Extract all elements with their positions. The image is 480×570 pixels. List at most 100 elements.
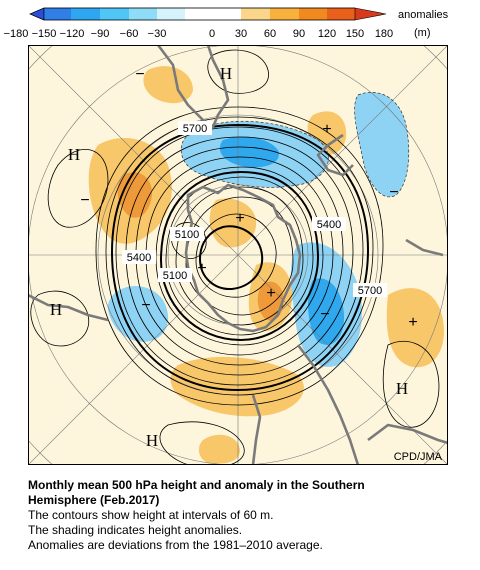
- colorbar-segment-8: [241, 8, 270, 20]
- height-contour: [105, 116, 374, 396]
- australia-coastline-2: [367, 423, 448, 445]
- high-center-label: H: [396, 379, 408, 398]
- colorbar-tick: 60: [264, 28, 276, 40]
- high-center-label: H: [146, 431, 158, 450]
- caption-contour-note: The contours show height at intervals of…: [28, 508, 274, 522]
- contour-label: 5100: [175, 229, 199, 241]
- caption-baseline-note: Anomalies are deviations from the 1981–2…: [28, 538, 323, 552]
- contour-label: 5700: [183, 123, 207, 135]
- contour-label: 5700: [358, 285, 382, 297]
- colorbar-segment-10: [299, 8, 327, 20]
- colorbar-segment-7: [185, 8, 241, 20]
- colorbar-tick: 30: [235, 28, 247, 40]
- height-contour: [145, 156, 334, 356]
- negative-anomaly-sign: −: [80, 192, 89, 209]
- strong-positive-anomaly-shading: [117, 172, 284, 321]
- contour-labels: 5700 5400 5100 5400 5100 5400 5700: [122, 121, 387, 297]
- height-contour: [125, 136, 354, 376]
- colorbar-tick: 90: [293, 28, 305, 40]
- positive-anomaly-area: [209, 198, 257, 248]
- anomaly-outline: [180, 121, 329, 188]
- positive-anomaly-sign: +: [322, 121, 331, 138]
- colorbar-tick: 150: [346, 28, 364, 40]
- colorbar-unit: (m): [414, 27, 431, 39]
- positive-anomaly-sign: +: [266, 285, 275, 302]
- height-contour-5100: [198, 225, 264, 291]
- height-contour: [135, 146, 344, 366]
- height-contour: [95, 106, 384, 406]
- height-contour-5400: [159, 170, 320, 342]
- colorbar-tick: −90: [91, 28, 110, 40]
- height-contour: [207, 49, 269, 94]
- contour-label: 5400: [127, 252, 151, 264]
- colorbar-segment-4: [100, 8, 129, 20]
- height-contour: [159, 421, 245, 465]
- colorbar-segment-9: [270, 8, 299, 20]
- anomaly-colorbar: −180 −150 −120 −90 −60 −30 0 30 60 90 12…: [4, 7, 449, 40]
- colorbar-tick: 120: [318, 28, 336, 40]
- figure-caption: Monthly mean 500 hPa height and anomaly …: [28, 478, 468, 553]
- contour-label: 5400: [317, 219, 341, 231]
- negative-anomaly-sign: −: [389, 184, 398, 201]
- island-coastline: [405, 238, 444, 257]
- height-contour: [30, 290, 90, 347]
- negative-anomaly-sign: −: [135, 66, 144, 83]
- colorbar-tick: −180: [4, 28, 29, 40]
- height-contour: [165, 176, 314, 336]
- new-zealand-coastline: [251, 394, 262, 465]
- colorbar-segment-5: [129, 8, 157, 20]
- high-center-label: H: [68, 145, 80, 164]
- colorbar-segments: [29, 7, 387, 21]
- colorbar-segment-1: [29, 7, 45, 21]
- colorbar-segment-2: [44, 8, 71, 20]
- colorbar-tick: 180: [375, 28, 393, 40]
- height-contour: [382, 340, 440, 428]
- positive-anomaly-sign: +: [235, 210, 244, 227]
- colorbar-segment-6: [157, 8, 185, 20]
- colorbar-tick: −120: [60, 28, 85, 40]
- map-credit: CPD/JMA: [394, 451, 443, 463]
- caption-shading-note: The shading indicates height anomalies.: [28, 523, 243, 537]
- height-contour: [155, 166, 324, 346]
- colorbar-unit-label: anomalies: [398, 9, 449, 21]
- height-contour: [175, 186, 304, 326]
- colorbar-segment-11: [327, 8, 355, 20]
- antarctica-coastline: [184, 183, 302, 333]
- high-pressure-labels: H H H H H: [50, 64, 408, 450]
- colorbar-tick-labels: −180 −150 −120 −90 −60 −30 0 30 60 90 12…: [4, 28, 394, 40]
- height-contour: [115, 126, 364, 386]
- high-center-label: H: [220, 64, 232, 83]
- colorbar-segment-3: [71, 8, 100, 20]
- anomaly-outlines: [180, 91, 410, 198]
- colorbar-tick: −30: [148, 28, 167, 40]
- antarctic-peninsula-coastline: [28, 293, 109, 322]
- height-contour: [195, 213, 277, 298]
- caption-title-line-2: Hemisphere (Feb.2017): [28, 493, 160, 507]
- negative-anomaly-sign: −: [141, 297, 150, 314]
- australia-coastline: [296, 344, 360, 465]
- anomaly-signs: + + + + + − − − − −: [80, 66, 417, 331]
- south-america-coastline: [156, 45, 230, 129]
- colorbar-segment-12: [355, 8, 386, 20]
- colorbar-tick: −150: [32, 28, 57, 40]
- colorbar-tick: 0: [209, 28, 215, 40]
- negative-anomaly-area: [354, 92, 409, 197]
- positive-anomaly-sign: +: [197, 260, 206, 277]
- positive-anomaly-area: [386, 288, 444, 368]
- positive-anomaly-area: [198, 434, 240, 464]
- negative-anomaly-sign: −: [320, 306, 329, 323]
- positive-anomaly-sign: +: [408, 314, 417, 331]
- caption-title-line-1: Monthly mean 500 hPa height and anomaly …: [28, 478, 365, 492]
- colorbar-tick: −60: [120, 28, 139, 40]
- polar-stereographic-map: 5700 5400 5100 5400 5100 5400 5700 H H H…: [28, 45, 448, 465]
- coastlines: [28, 45, 448, 465]
- bold-height-contours: [110, 123, 370, 392]
- high-center-label: H: [50, 300, 62, 319]
- height-contour: [47, 149, 109, 228]
- africa-coastline: [316, 133, 354, 177]
- anomaly-outline: [354, 91, 410, 198]
- meridians: [28, 45, 448, 465]
- height-contour-5700: [110, 123, 370, 392]
- map-frame: [28, 45, 448, 465]
- contour-label: 5100: [163, 270, 187, 282]
